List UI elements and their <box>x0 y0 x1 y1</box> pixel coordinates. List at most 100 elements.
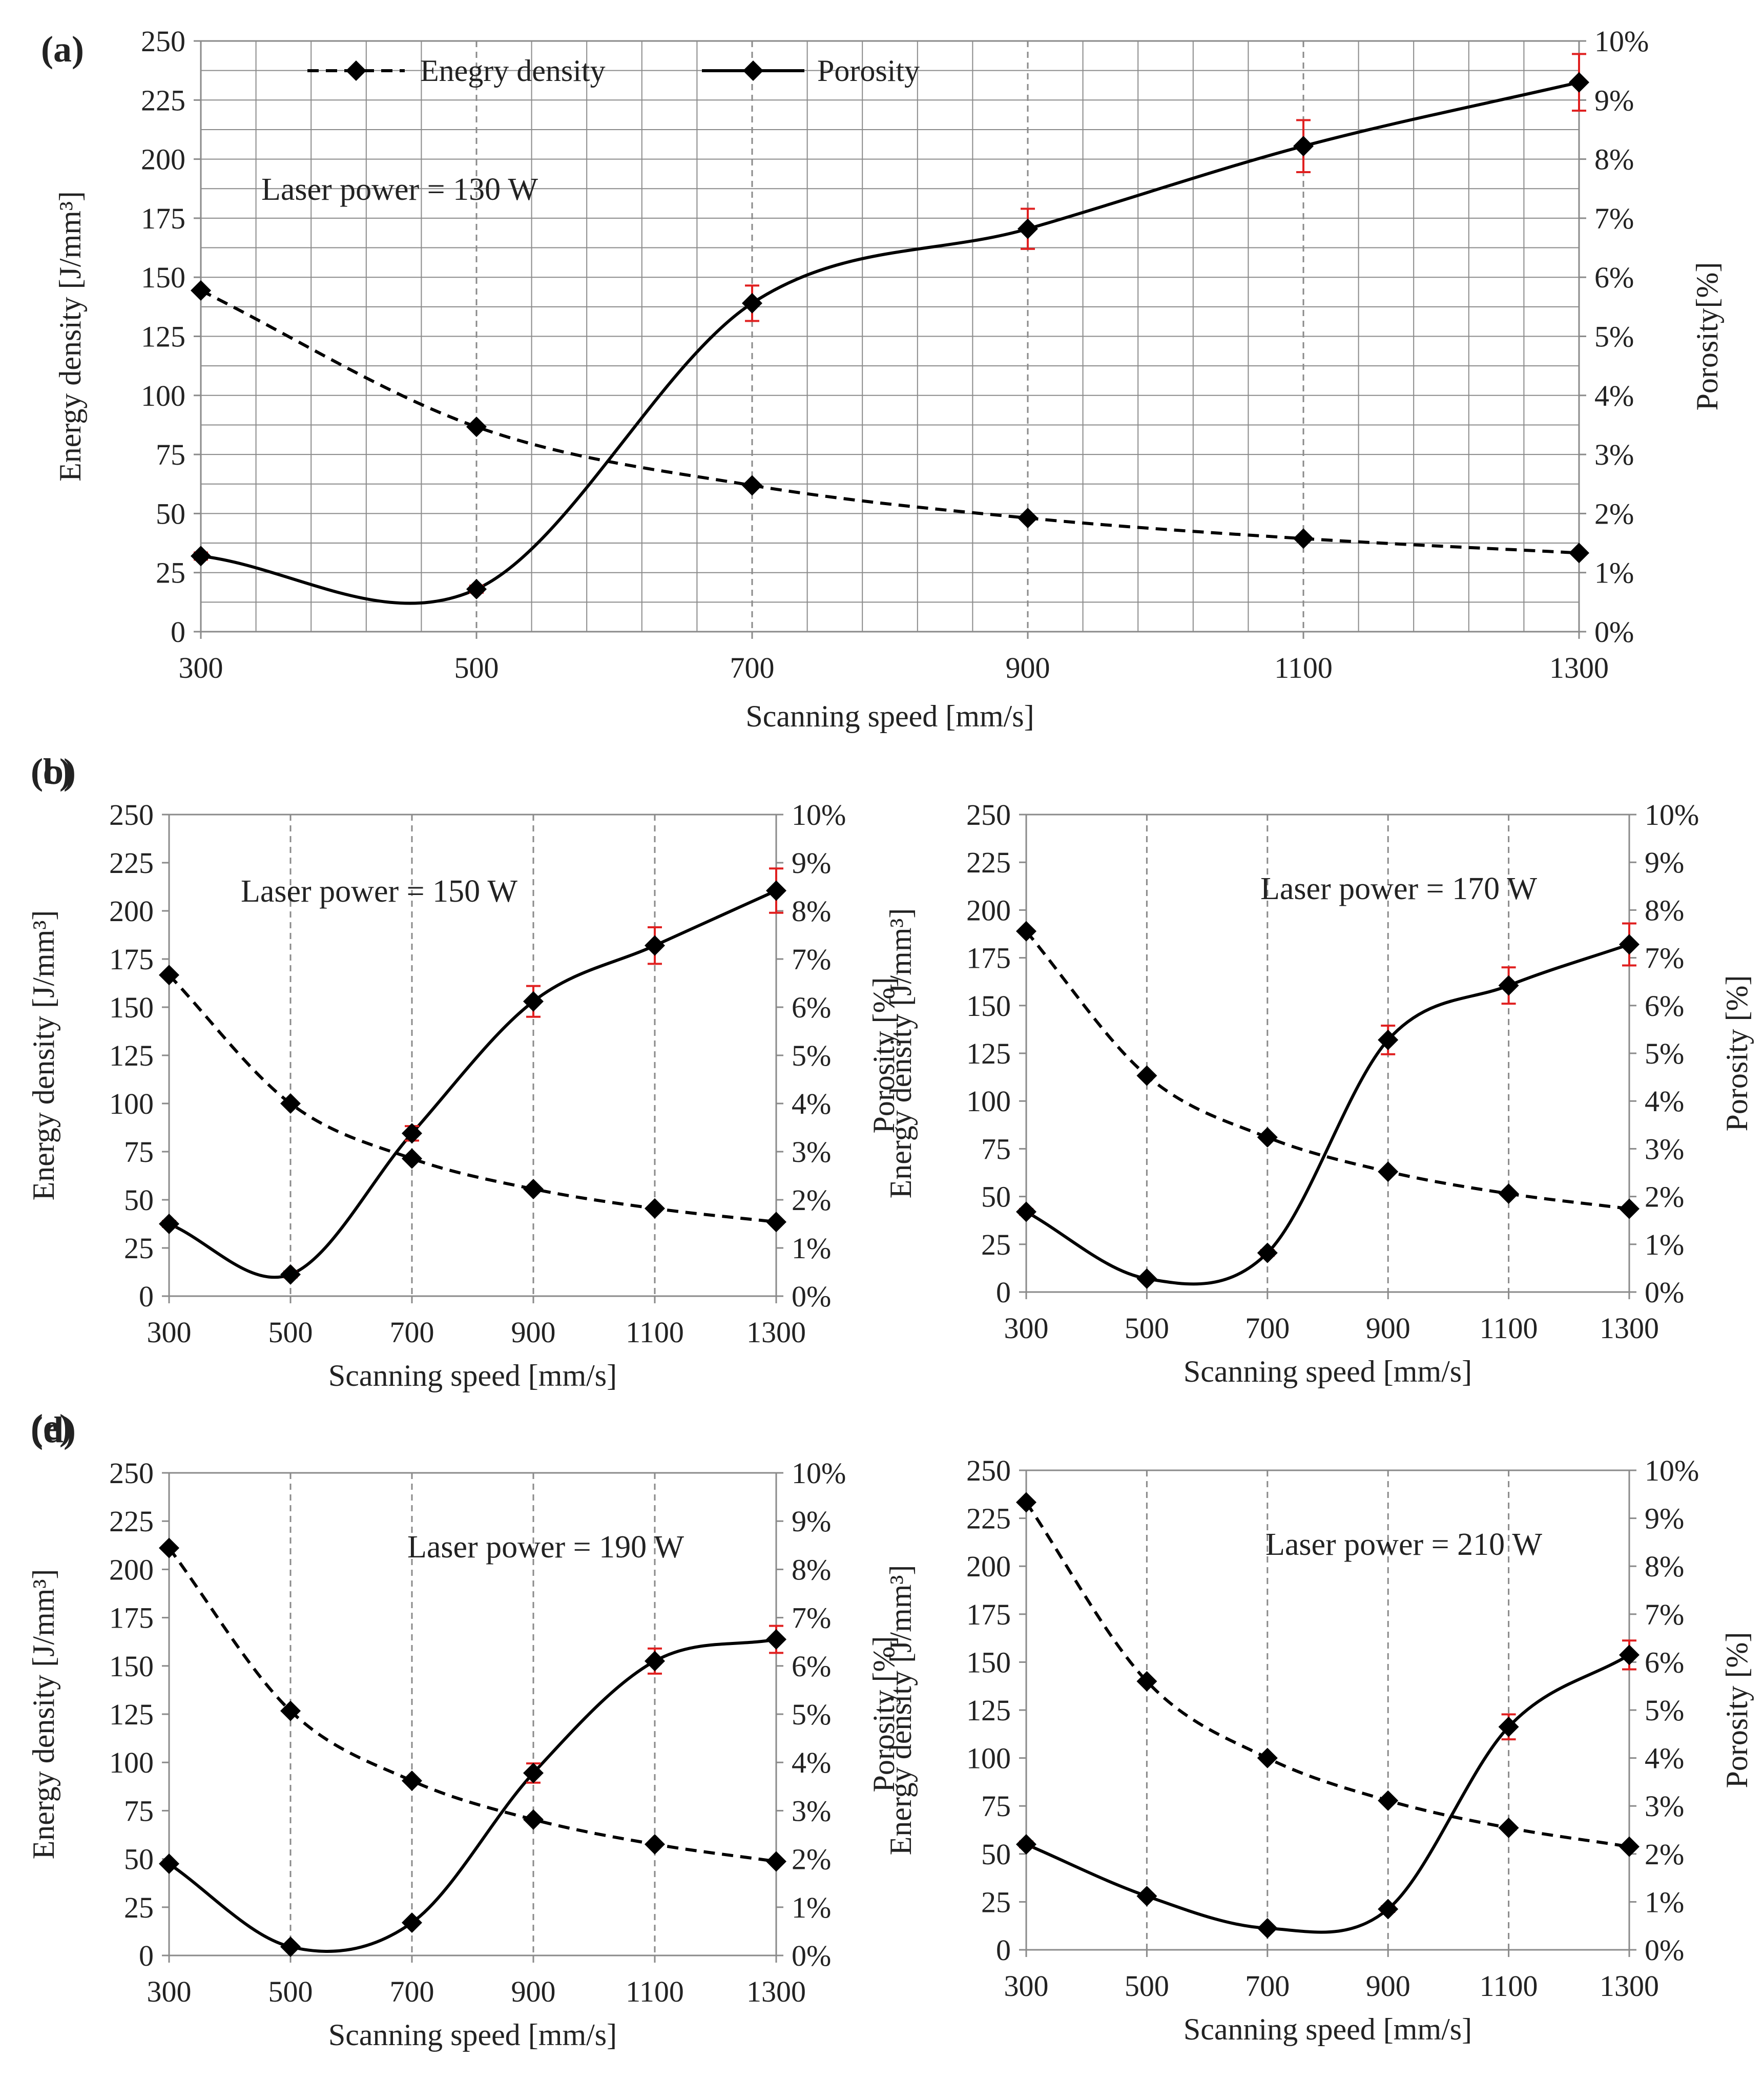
y-right-tick-label: 10% <box>1645 798 1699 831</box>
series-energy-density <box>159 1537 786 1872</box>
data-point-marker <box>766 1629 786 1650</box>
y-right-tick-label: 1% <box>1645 1228 1684 1261</box>
data-point-marker <box>1378 1029 1399 1050</box>
data-point-marker <box>1498 1183 1519 1204</box>
data-point-marker <box>1136 1065 1157 1086</box>
panel-label: (a) <box>41 29 84 70</box>
y-right-tick-label: 0% <box>1645 1933 1684 1967</box>
data-point-marker <box>1136 1671 1157 1692</box>
series-porosity <box>159 867 786 1285</box>
series-line <box>200 80 1580 605</box>
y-right-tick-label: 8% <box>1594 143 1634 176</box>
data-point-marker <box>1569 543 1589 564</box>
y-left-axis-title: Energy density [J/mm³] <box>884 908 918 1199</box>
x-tick-label: 900 <box>1366 1311 1410 1345</box>
y-left-tick-label: 175 <box>109 943 154 976</box>
y-left-tick-label: 0 <box>139 1280 154 1313</box>
x-tick-label: 900 <box>511 1316 556 1349</box>
data-point-marker <box>402 1148 422 1169</box>
y-right-tick-label: 3% <box>792 1135 831 1169</box>
data-point-marker <box>1136 1268 1157 1289</box>
y-left-tick-label: 175 <box>966 1598 1011 1631</box>
laser-power-annotation: Laser power = 130 W <box>261 172 538 207</box>
data-point-marker <box>1016 1834 1036 1855</box>
y-left-axis-title: Energy density [J/mm³] <box>884 1565 918 1856</box>
x-tick-label: 300 <box>147 1316 192 1349</box>
y-right-tick-label: 9% <box>792 1505 831 1538</box>
panel-label: (b) <box>31 751 76 792</box>
series-line <box>168 974 777 1224</box>
panel-label: (c) <box>31 751 72 792</box>
x-tick-label: 1100 <box>1480 1969 1538 2003</box>
data-point-marker <box>1569 72 1589 93</box>
y-left-tick-label: 200 <box>966 893 1011 927</box>
x-tick-label: 300 <box>1004 1311 1049 1345</box>
data-point-marker <box>1498 1716 1519 1737</box>
legend-label-porosity: Porosity <box>817 54 920 88</box>
data-point-marker <box>1378 1899 1399 1920</box>
series-line <box>168 889 777 1279</box>
data-point-marker <box>1498 1817 1519 1838</box>
y-right-tick-label: 10% <box>792 1456 846 1490</box>
x-tick-label: 500 <box>1125 1969 1169 2003</box>
data-point-marker <box>402 1123 422 1144</box>
data-point-marker <box>402 1770 422 1791</box>
y-left-tick-label: 250 <box>966 1454 1011 1487</box>
y-left-axis-title: Energy density [J/mm³] <box>27 910 60 1201</box>
data-point-marker <box>742 475 762 496</box>
y-left-tick-label: 0 <box>139 1939 154 1972</box>
series-porosity <box>159 1625 786 1958</box>
data-point-marker <box>191 280 211 301</box>
data-point-marker <box>466 417 487 438</box>
x-tick-label: 300 <box>147 1975 192 2008</box>
y-right-tick-label: 10% <box>1594 25 1649 58</box>
data-point-marker <box>1619 1644 1640 1665</box>
y-left-tick-label: 100 <box>109 1087 154 1120</box>
y-left-tick-label: 250 <box>141 25 185 58</box>
panel-label: (e) <box>31 1407 72 1448</box>
y-left-tick-label: 100 <box>109 1746 154 1779</box>
y-left-tick-label: 25 <box>124 1232 154 1265</box>
y-right-tick-label: 9% <box>1645 846 1684 879</box>
data-point-marker <box>1619 1198 1640 1219</box>
y-right-tick-label: 5% <box>1594 320 1634 353</box>
data-point-marker <box>645 1651 665 1672</box>
y-left-tick-label: 125 <box>141 320 185 353</box>
y-right-axis-title: Porosity [%] <box>867 1636 901 1793</box>
series-energy-density <box>1016 921 1640 1219</box>
y-right-tick-label: 2% <box>792 1843 831 1876</box>
x-tick-label: 1300 <box>746 1316 806 1349</box>
y-right-tick-label: 3% <box>1645 1789 1684 1823</box>
y-right-tick-label: 1% <box>1594 556 1634 590</box>
data-point-marker <box>1018 508 1038 529</box>
y-right-tick-label: 5% <box>1645 1037 1684 1070</box>
y-left-tick-label: 25 <box>124 1891 154 1924</box>
y-left-tick-label: 50 <box>124 1183 154 1217</box>
y-left-tick-label: 50 <box>981 1838 1011 1871</box>
y-right-tick-label: 4% <box>792 1746 831 1779</box>
y-right-tick-label: 2% <box>1594 497 1634 530</box>
data-point-marker <box>523 991 544 1012</box>
data-point-marker <box>523 1178 544 1199</box>
x-tick-label: 700 <box>730 651 775 684</box>
chart-panel-b: 0 25 50 75 100 125 150 175 200 225 250 0% 1% 2% 3% 4% 5%… <box>27 751 901 1392</box>
series-porosity <box>1016 1639 1640 1939</box>
series-energy-density <box>191 280 1589 564</box>
x-tick-label: 500 <box>1125 1311 1169 1345</box>
legend-marker-porosity <box>743 60 763 81</box>
y-right-axis-title: Porosity [%] <box>1720 1632 1754 1788</box>
y-right-tick-label: 6% <box>792 1650 831 1683</box>
y-left-tick-label: 25 <box>981 1228 1011 1261</box>
y-right-tick-label: 2% <box>792 1183 831 1217</box>
x-tick-label: 500 <box>454 651 499 684</box>
y-left-tick-label: 100 <box>966 1085 1011 1118</box>
data-point-marker <box>1257 1747 1278 1768</box>
y-left-tick-label: 225 <box>966 846 1011 879</box>
data-point-marker <box>1016 1201 1036 1222</box>
y-left-tick-label: 150 <box>109 1650 154 1683</box>
laser-power-annotation: Laser power = 190 W <box>407 1530 684 1565</box>
y-left-tick-label: 50 <box>156 497 185 530</box>
data-point-marker <box>645 1198 665 1219</box>
data-point-marker <box>1619 934 1640 955</box>
y-right-tick-label: 8% <box>792 1553 831 1586</box>
